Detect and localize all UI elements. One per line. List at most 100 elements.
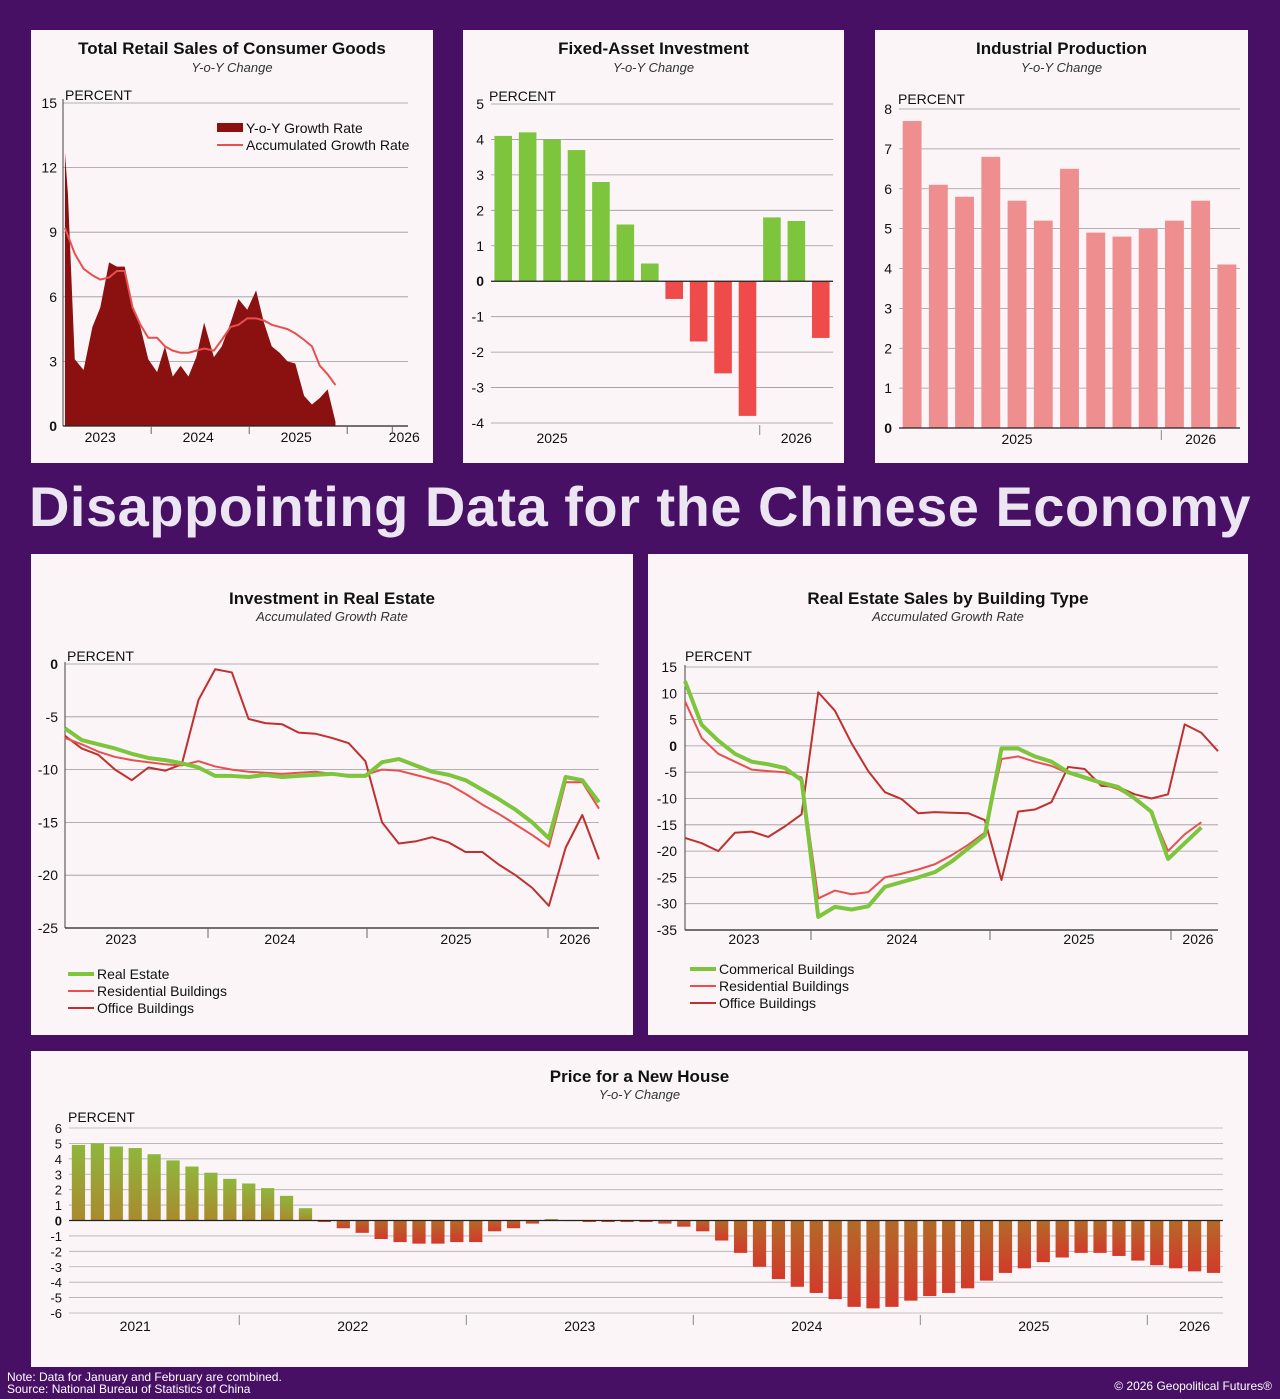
- legend-swatch: [690, 966, 716, 971]
- bar: [279, 1195, 294, 1221]
- bar: [469, 1220, 483, 1243]
- legend-swatch: [68, 1006, 94, 1009]
- y-tick-label: 4: [884, 261, 892, 277]
- retail-sales-panel: Total Retail Sales of Consumer Goods Y-o…: [31, 30, 433, 463]
- bar: [981, 156, 1001, 428]
- x-tick-label: 2026: [1179, 1318, 1210, 1334]
- x-tick-label: 2026: [389, 429, 420, 445]
- y-tick-label: -1: [50, 1229, 62, 1244]
- y-tick-label: 3: [55, 1167, 62, 1182]
- bar: [355, 1220, 369, 1233]
- bar: [298, 1208, 313, 1221]
- bar: [942, 1220, 956, 1293]
- line-series: [64, 668, 600, 907]
- chart-title: Real Estate Sales by Building Type: [807, 589, 1089, 608]
- x-tick-label: 2025: [536, 430, 567, 446]
- y-tick-label: -3: [472, 380, 485, 396]
- bar: [147, 1154, 161, 1221]
- bar: [543, 139, 561, 282]
- y-tick-label: 15: [661, 659, 677, 675]
- y-tick-label: 5: [669, 712, 677, 728]
- legend-label: Residential Buildings: [97, 982, 227, 999]
- bar: [336, 1220, 350, 1229]
- y-axis-unit: PERCENT: [898, 91, 965, 107]
- chart-title: Investment in Real Estate: [229, 589, 435, 608]
- y-tick-label: -30: [657, 896, 677, 912]
- y-tick-label: 0: [49, 418, 57, 434]
- bar: [567, 150, 586, 282]
- chart-title: Fixed-Asset Investment: [558, 39, 749, 58]
- note-text: Note: Data for January and February are …: [7, 1370, 282, 1384]
- legend-label: Accumulated Growth Rate: [246, 136, 410, 153]
- source-text: Source: National Bureau of Statistics of…: [7, 1382, 251, 1396]
- bar: [185, 1166, 199, 1221]
- bar: [601, 1220, 615, 1223]
- y-tick-label: 0: [55, 1214, 62, 1229]
- bar: [640, 263, 659, 282]
- y-tick-label: 0: [476, 273, 484, 289]
- bar: [902, 120, 922, 429]
- bar: [677, 1220, 691, 1227]
- bar: [809, 1220, 823, 1293]
- y-tick-label: 1: [55, 1198, 62, 1213]
- area-series-yoy: [64, 152, 336, 426]
- y-tick-label: 12: [41, 160, 57, 176]
- y-tick-label: 10: [661, 685, 677, 701]
- y-tick-label: 7: [884, 141, 892, 157]
- bar: [450, 1220, 464, 1243]
- bar: [1191, 200, 1211, 428]
- x-tick-label: 2025: [281, 429, 312, 445]
- y-tick-label: -2: [472, 344, 485, 360]
- y-tick-label: -5: [50, 1291, 62, 1306]
- bar: [1164, 220, 1184, 428]
- real-estate-investment-panel: Investment in Real Estate Accumulated Gr…: [31, 554, 633, 1035]
- chart-subtitle: Y-o-Y Change: [191, 60, 273, 75]
- bar: [620, 1220, 634, 1223]
- bar: [658, 1220, 672, 1224]
- bar: [71, 1144, 86, 1221]
- legend-swatch: [68, 971, 94, 976]
- y-tick-label: 1: [476, 238, 484, 254]
- chart-subtitle: Accumulated Growth Rate: [256, 609, 408, 624]
- y-tick-label: 4: [476, 131, 484, 147]
- bar: [1206, 1220, 1221, 1273]
- bar: [885, 1220, 899, 1307]
- chart-title: Industrial Production: [976, 39, 1147, 58]
- y-tick-label: 3: [884, 300, 892, 316]
- y-tick-label: -20: [657, 843, 677, 859]
- y-tick-label: 8: [884, 101, 892, 117]
- y-tick-label: -35: [657, 922, 677, 938]
- bar: [998, 1220, 1013, 1273]
- x-tick-label: 2026: [781, 430, 812, 446]
- bar: [866, 1220, 880, 1309]
- bar: [544, 1218, 559, 1221]
- bar: [525, 1220, 540, 1224]
- legend-swatch: [690, 1001, 716, 1004]
- y-tick-label: 5: [884, 221, 892, 237]
- x-tick-label: 2025: [1001, 431, 1032, 447]
- y-tick-label: 1: [884, 380, 892, 396]
- bar: [1217, 264, 1237, 428]
- bar: [904, 1220, 918, 1301]
- x-tick-label: 2022: [337, 1318, 368, 1334]
- bar: [752, 1220, 767, 1267]
- y-tick-label: 0: [884, 420, 892, 436]
- bar: [1169, 1220, 1183, 1269]
- legend-swatch: [68, 989, 94, 992]
- bar: [1131, 1220, 1145, 1261]
- legend-label: Office Buildings: [97, 999, 195, 1016]
- bar: [412, 1220, 426, 1244]
- source-note: Source: National Bureau of Statistics of…: [7, 1383, 250, 1395]
- line-series-accumulated: [64, 227, 337, 386]
- fixed-asset-panel: Fixed-Asset Investment Y-o-Y Change -4 -3…: [463, 30, 844, 463]
- bar: [1060, 168, 1079, 428]
- bar: [1138, 228, 1158, 428]
- bar: [689, 281, 708, 342]
- bar: [696, 1220, 710, 1232]
- chart-title: Price for a New House: [549, 1067, 730, 1086]
- bar: [665, 281, 684, 299]
- bar: [393, 1220, 407, 1243]
- y-tick-label: 2: [884, 340, 892, 356]
- footnote: Note: Data for January and February are …: [7, 1371, 282, 1383]
